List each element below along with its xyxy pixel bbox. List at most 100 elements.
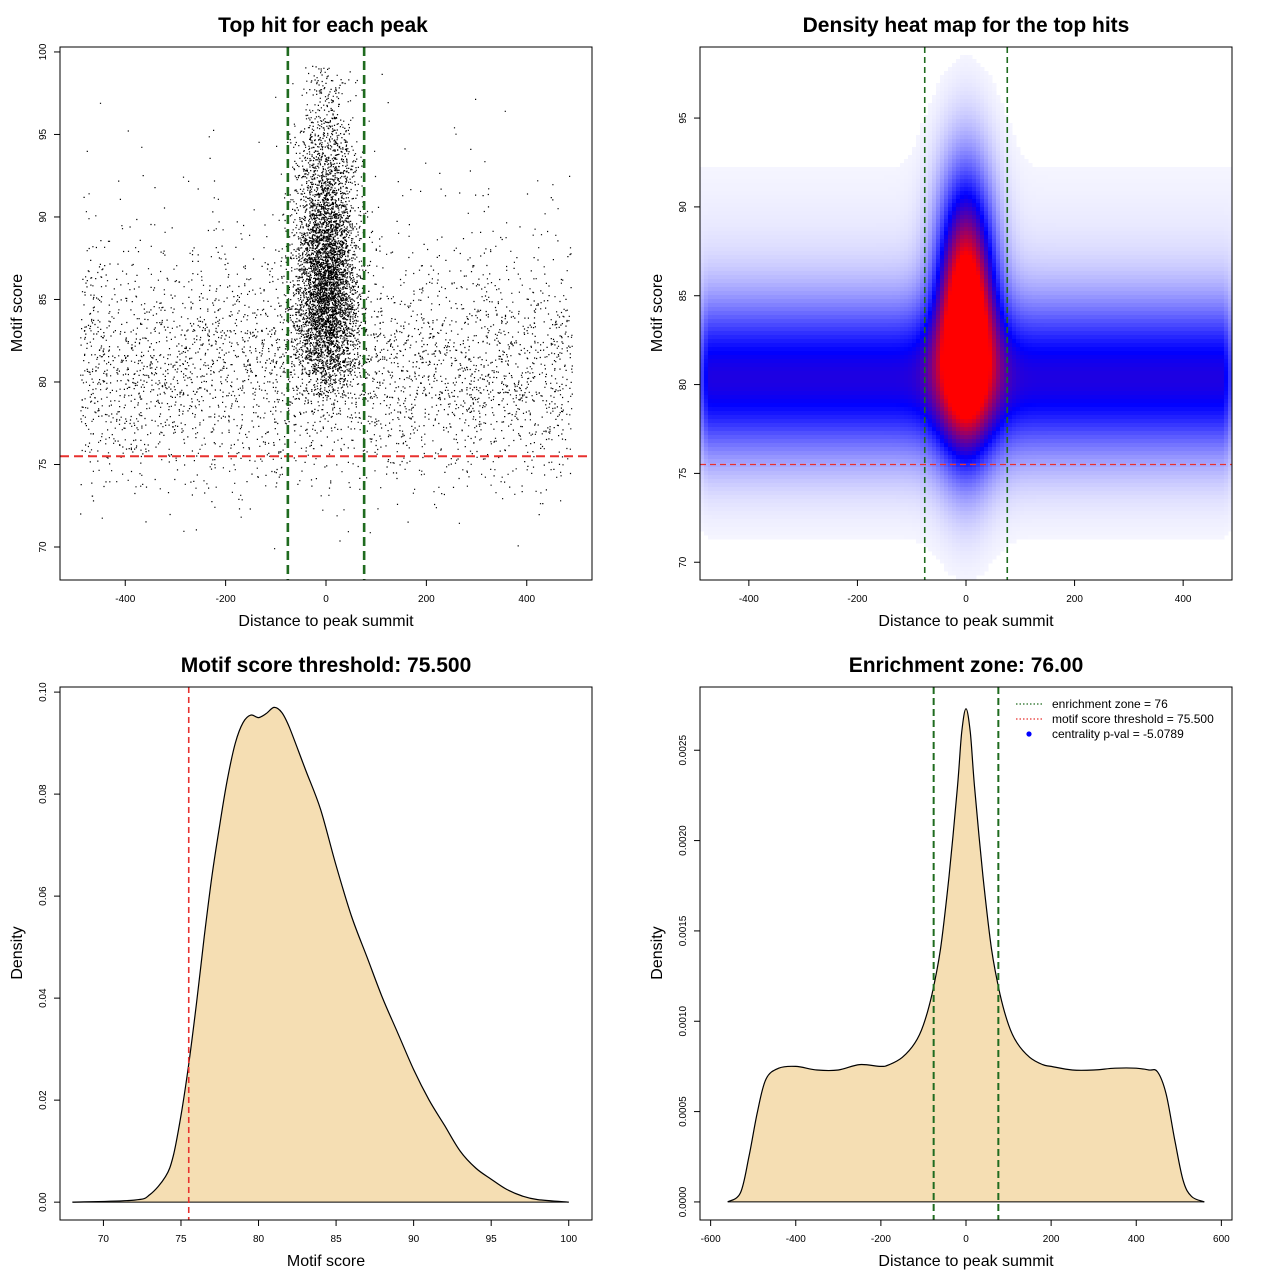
- heatmap-cell: [1228, 279, 1232, 284]
- heatmap-cell: [964, 191, 969, 196]
- heatmap-cell: [1228, 187, 1232, 192]
- heatmap-cell: [964, 291, 969, 296]
- heatmap-cell: [1036, 255, 1041, 260]
- heatmap-cell: [1012, 211, 1017, 216]
- heatmap-cell: [844, 279, 849, 284]
- heatmap-cell: [924, 155, 929, 160]
- heatmap-cell: [1112, 291, 1117, 296]
- heatmap-cell: [1000, 259, 1005, 264]
- heatmap-cell: [856, 227, 861, 232]
- heatmap-cell: [948, 295, 953, 300]
- heatmap-cell: [1096, 199, 1101, 204]
- heatmap-cell: [904, 159, 909, 164]
- heatmap-cell: [1172, 275, 1177, 280]
- scatter-y-tick-label: 90: [38, 211, 49, 223]
- heatmap-cell: [1072, 211, 1077, 216]
- heatmap-cell: [912, 227, 917, 232]
- heatmap-cell: [728, 283, 733, 288]
- heatmap-cell: [1052, 203, 1057, 208]
- heatmap-cell: [836, 211, 841, 216]
- heatmap-cell: [1084, 267, 1089, 272]
- heatmap-cell: [964, 147, 969, 152]
- heatmap-cell: [712, 195, 717, 200]
- heatmap-cell: [936, 195, 941, 200]
- heatmap-cell: [1216, 255, 1221, 260]
- heatmap-cell: [924, 243, 929, 248]
- heatmap-cell: [968, 67, 973, 72]
- heatmap-cell: [976, 219, 981, 224]
- heatmap-cell: [908, 179, 913, 184]
- heatmap-cell: [1184, 259, 1189, 264]
- heatmap-cell: [820, 231, 825, 236]
- heatmap-cell: [908, 231, 913, 236]
- heatmap-cell: [788, 167, 793, 172]
- heatmap-cell: [784, 235, 789, 240]
- heatmap-cell: [948, 271, 953, 276]
- heatmap-cell: [808, 187, 813, 192]
- heatmap-cell: [988, 87, 993, 92]
- heatmap-cell: [932, 111, 937, 116]
- heatmap-cell: [884, 215, 889, 220]
- heatmap-cell: [1004, 267, 1009, 272]
- heatmap-cell: [936, 219, 941, 224]
- heatmap-cell: [1176, 223, 1181, 228]
- heatmap-cell: [1016, 231, 1021, 236]
- heatmap-cell: [1040, 195, 1045, 200]
- heatmap-cell: [1072, 295, 1077, 300]
- heatmap-cell: [1160, 179, 1165, 184]
- heatmap-cell: [904, 183, 909, 188]
- heatmap-cell: [928, 223, 933, 228]
- heatmap-cell: [820, 203, 825, 208]
- heatmap-cell: [844, 263, 849, 268]
- heatmap-cell: [828, 179, 833, 184]
- heatmap-cell: [740, 299, 745, 304]
- heatmap-cell: [812, 295, 817, 300]
- heatmap-cell: [816, 287, 821, 292]
- heatmap-cell: [704, 263, 709, 268]
- heatmap-cell: [1136, 259, 1141, 264]
- heatmap-cell: [968, 263, 973, 268]
- heatmap-cell: [1036, 195, 1041, 200]
- heatmap-cell: [820, 175, 825, 180]
- heatmap-cell: [944, 119, 949, 124]
- heatmap-cell: [932, 143, 937, 148]
- heatmap-cell: [980, 271, 985, 276]
- heatmap-cell: [952, 219, 957, 224]
- heatmap-cell: [868, 215, 873, 220]
- heatmap-cell: [828, 287, 833, 292]
- heatmap-cell: [988, 279, 993, 284]
- heatmap-cell: [1136, 207, 1141, 212]
- heatmap-cell: [1212, 231, 1217, 236]
- heatmap-cell: [964, 231, 969, 236]
- heatmap-cell: [1096, 263, 1101, 268]
- heatmap-cell: [868, 211, 873, 216]
- heatmap-cell: [1068, 191, 1073, 196]
- heatmap-cell: [716, 279, 721, 284]
- heatmap-cell: [1192, 231, 1197, 236]
- heatmap-cell: [1096, 167, 1101, 172]
- heatmap-cell: [1036, 203, 1041, 208]
- heatmap-cell: [808, 259, 813, 264]
- heatmap-cell: [876, 199, 881, 204]
- heatmap-cell: [976, 135, 981, 140]
- heatmap-cell: [924, 239, 929, 244]
- heatmap-cell: [780, 183, 785, 188]
- heatmap-cell: [900, 163, 905, 168]
- heatmap-cell: [1032, 199, 1037, 204]
- heatmap-cell: [1100, 223, 1105, 228]
- heatmap-cell: [800, 175, 805, 180]
- heatmap-cell: [1104, 203, 1109, 208]
- heatmap-cell: [1148, 179, 1153, 184]
- heatmap-cell: [852, 267, 857, 272]
- heatmap-cell: [944, 287, 949, 292]
- heatmap-cell: [984, 107, 989, 112]
- heatmap-cell: [1168, 215, 1173, 220]
- heatmap-cell: [720, 215, 725, 220]
- heatmap-cell: [1000, 243, 1005, 248]
- heatmap-cell: [980, 131, 985, 136]
- heatmap-cell: [992, 135, 997, 140]
- heatmap-cell: [752, 199, 757, 204]
- heatmap-cell: [1068, 247, 1073, 252]
- heatmap-cell: [732, 239, 737, 244]
- heatmap-cell: [1032, 167, 1037, 172]
